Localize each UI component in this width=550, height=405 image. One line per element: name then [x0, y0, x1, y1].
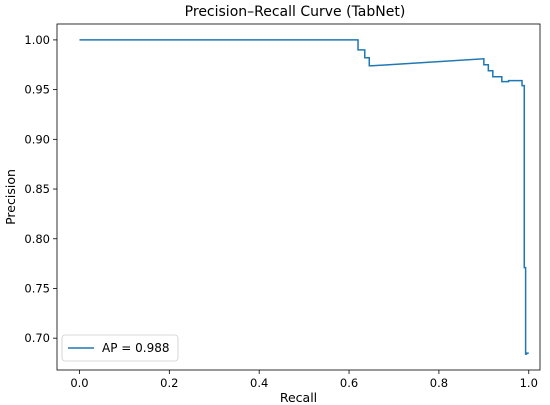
x-tick-label: 0.6 — [340, 376, 358, 390]
legend: AP = 0.988 — [61, 334, 179, 362]
y-tick-label: 0.80 — [24, 232, 50, 246]
legend-label: AP = 0.988 — [102, 341, 169, 355]
x-tick-label: 0.0 — [70, 376, 88, 390]
y-axis-label: Precision — [3, 169, 18, 225]
y-tick-label: 0.90 — [24, 132, 50, 146]
x-tick-label: 0.8 — [430, 376, 448, 390]
plot-area: 0.700.750.800.850.900.951.00 0.0 0.2 0.4 0.… — [24, 23, 541, 390]
y-axis-ticks: 0.70 0.75 0.80 0.85 0.90 0.95 1.00 — [24, 33, 57, 345]
x-tick-label: 0.4 — [250, 376, 268, 390]
axes-frame — [56, 23, 541, 371]
x-tick-label: 1.0 — [520, 376, 538, 390]
y-tick-label: 0.95 — [24, 83, 50, 97]
chart-title: Precision–Recall Curve (TabNet) — [185, 4, 406, 20]
pr-curve-line — [79, 39, 529, 355]
x-axis-ticks: 0.0 0.2 0.4 0.6 0.8 1.0 — [70, 370, 538, 390]
y-tick-label: 0.75 — [24, 281, 50, 295]
y-tick-label: 1.00 — [24, 33, 50, 47]
y-tick-label: 0.85 — [24, 182, 50, 196]
x-axis-label: Recall — [280, 390, 317, 405]
legend-box — [61, 334, 179, 362]
x-tick-label: 0.2 — [160, 376, 178, 390]
y-tick-label: 0.70 — [24, 331, 50, 345]
